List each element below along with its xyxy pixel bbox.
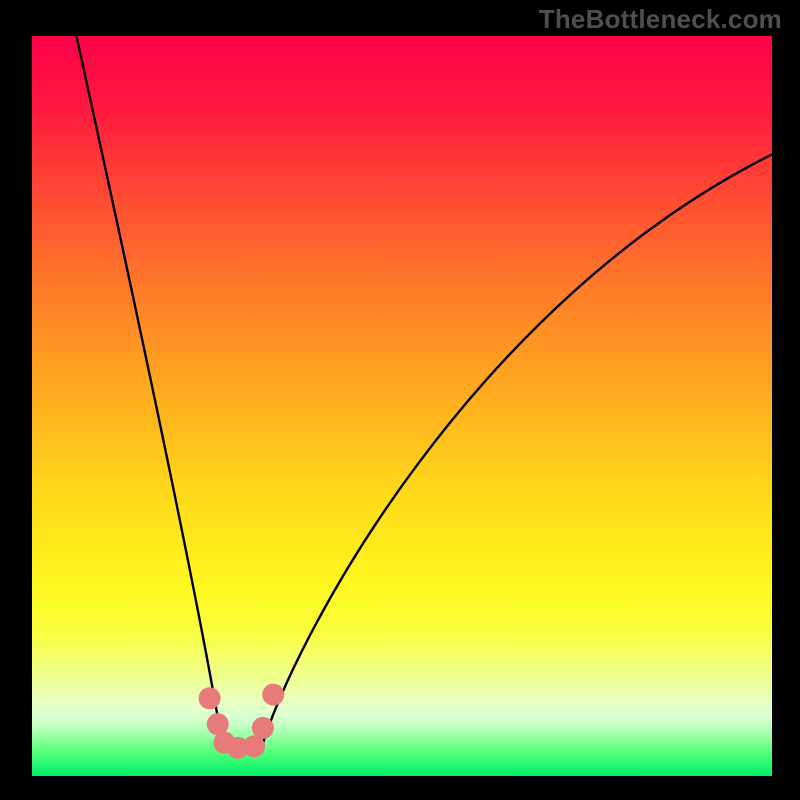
plot-area	[32, 36, 772, 776]
data-marker	[199, 687, 221, 709]
data-marker	[262, 684, 284, 706]
gradient-background	[32, 36, 772, 776]
watermark-text: TheBottleneck.com	[539, 4, 782, 35]
data-marker	[252, 717, 274, 739]
plot-svg	[32, 36, 772, 776]
